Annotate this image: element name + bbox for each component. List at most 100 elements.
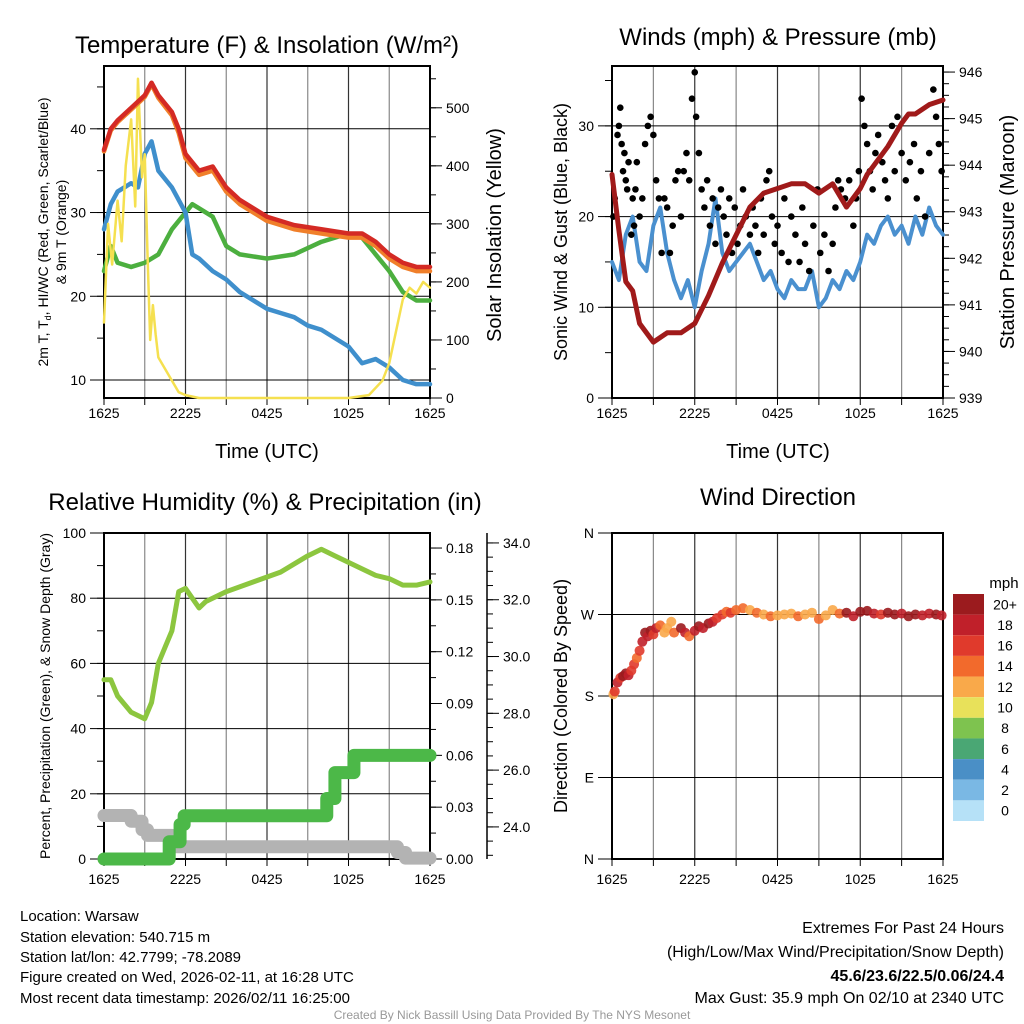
colorbar-swatch <box>953 717 984 739</box>
precip-tick-label: 0.09 <box>446 696 473 712</box>
gust-point <box>874 131 882 139</box>
gust-point <box>861 122 868 130</box>
gust-point <box>872 149 879 157</box>
precip-tick-label: 0.15 <box>446 592 473 608</box>
gust-point <box>633 158 641 166</box>
gust-point <box>771 240 779 248</box>
snow-depth-tick-label: 26.0 <box>503 762 530 778</box>
y-tick-label: 20 <box>70 786 86 802</box>
gust-point <box>787 213 795 220</box>
colorbar-label: 8 <box>1001 720 1009 736</box>
colorbar-label: 4 <box>1001 761 1009 777</box>
x-tick-label: 2225 <box>170 405 201 421</box>
gust-point <box>641 140 649 148</box>
gust-point <box>625 158 632 166</box>
y-tick-label: 10 <box>70 372 86 388</box>
insolation-tick-label: 500 <box>446 100 470 116</box>
gust-point <box>672 176 679 184</box>
gust-point <box>765 167 773 175</box>
gust-point <box>725 195 733 202</box>
gust-point <box>881 176 889 184</box>
temperature-title: Temperature (F) & Insolation (W/m²) <box>75 32 459 59</box>
gust-point <box>615 122 623 130</box>
gust-point <box>621 149 628 157</box>
pressure-tick-label: 942 <box>959 250 983 266</box>
gust-point <box>921 213 929 220</box>
gust-point <box>655 195 663 202</box>
x-tick-label: 1625 <box>414 871 445 887</box>
gust-point <box>692 113 700 121</box>
winds-ylabel: Sonic Wind & Gust (Blue, Black) <box>551 103 571 361</box>
colorbar-swatch <box>953 614 984 636</box>
extremes-values: 45.6/23.6/22.5/0.06/24.4 <box>831 968 1005 985</box>
precip-tick-label: 0.12 <box>446 644 473 660</box>
x-tick-label: 0425 <box>251 871 282 887</box>
gust-point <box>674 167 682 175</box>
humidity-title: Relative Humidity (%) & Precipitation (i… <box>48 489 481 516</box>
snow-depth-tick-label: 32.0 <box>503 592 530 608</box>
gust-point <box>683 149 690 157</box>
gust-point <box>796 258 803 266</box>
temperature-ylabel: 2m T, Td, HI/WC (Red, Green, Scarlet/Blu… <box>35 97 53 366</box>
wind-direction-point <box>936 610 947 621</box>
y-tick-label: 80 <box>70 590 86 606</box>
gust-point <box>858 95 865 102</box>
colorbar-label: 0 <box>1001 803 1009 819</box>
gust-point <box>781 195 788 202</box>
x-tick-label: 2225 <box>170 871 201 887</box>
gust-point <box>774 222 781 229</box>
y-tick-label: N <box>584 851 594 867</box>
gust-point <box>698 186 705 193</box>
x-tick-label: 1625 <box>596 871 627 887</box>
gust-point <box>810 222 817 229</box>
x-tick-label: 0425 <box>762 871 793 887</box>
gust-point <box>695 149 703 157</box>
gust-point <box>712 240 719 248</box>
colorbar-label: 18 <box>997 617 1013 633</box>
pressure-tick-label: 945 <box>959 111 983 127</box>
gust-point <box>632 186 639 193</box>
gust-point <box>855 167 863 175</box>
insolation-tick-label: 0 <box>446 390 454 406</box>
pressure-tick-label: 940 <box>959 343 983 359</box>
gust-point <box>845 176 853 184</box>
x-tick-label: 1625 <box>414 405 445 421</box>
extremes-subtitle: (High/Low/Max Wind/Precipitation/Snow De… <box>667 944 1004 961</box>
gust-point <box>898 149 905 157</box>
colorbar-label: 6 <box>1001 741 1009 757</box>
gust-point <box>888 122 896 130</box>
gust-point <box>628 231 635 239</box>
wind-direction-point <box>609 686 620 697</box>
gust-point <box>825 267 832 275</box>
gust-point <box>680 167 688 175</box>
humidity-panel: Relative Humidity (%) & Precipitation (i… <box>37 489 530 887</box>
colorbar-swatch <box>953 676 984 698</box>
insolation-tick-label: 400 <box>446 158 470 174</box>
gust-point <box>731 204 739 211</box>
wind-direction-point <box>634 645 645 656</box>
gust-point <box>801 240 809 248</box>
pressure-tick-label: 944 <box>959 157 983 173</box>
y-tick-label: 100 <box>63 525 87 541</box>
credit-text: Created By Nick Bassill Using Data Provi… <box>334 1008 691 1022</box>
colorbar-label: 20+ <box>993 596 1017 612</box>
gust-point <box>644 122 652 130</box>
colorbar-label: 16 <box>997 638 1013 654</box>
x-tick-label: 2225 <box>679 871 710 887</box>
y-tick-label: 10 <box>578 299 594 315</box>
y-tick-label: 40 <box>70 721 86 737</box>
latlon-text: Station lat/lon: 42.7799; -78.2089 <box>20 949 241 966</box>
grid <box>90 66 431 405</box>
gust-point <box>805 267 813 275</box>
gust-point <box>938 167 945 175</box>
gust-point <box>829 240 836 248</box>
y-tick-label: S <box>585 688 594 704</box>
colorbar-swatch <box>953 594 984 615</box>
y-tick-label: 20 <box>70 288 86 304</box>
gust-point <box>754 249 762 257</box>
colorbar-label: 12 <box>997 679 1013 695</box>
pressure-tick-label: 939 <box>959 390 983 406</box>
gust-point <box>869 186 876 193</box>
extremes-info: Extremes For Past 24 Hours (High/Low/Max… <box>667 920 1004 1007</box>
dew-point-line <box>101 201 433 303</box>
